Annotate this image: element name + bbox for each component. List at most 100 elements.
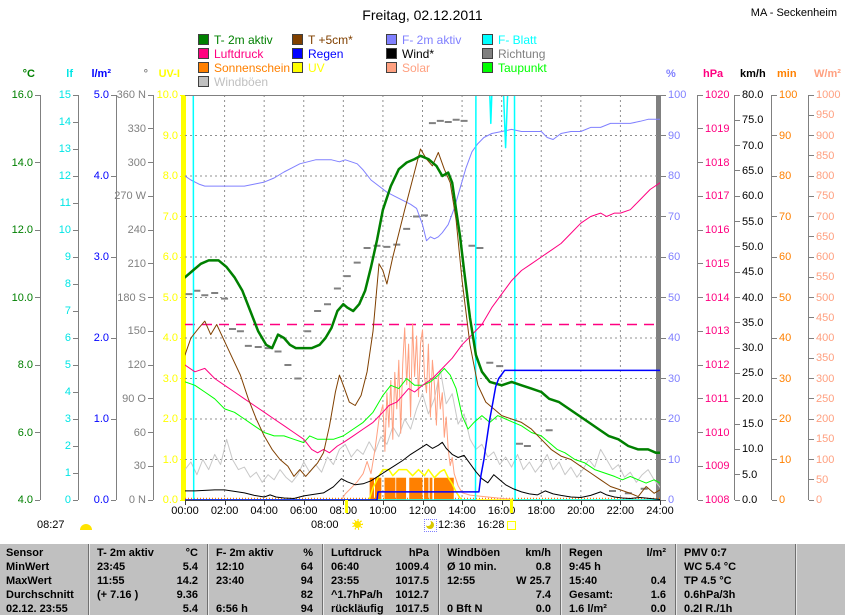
- axis-tick: [809, 398, 814, 400]
- wind-direction-mark: [221, 297, 229, 300]
- axis-header-c: °C: [22, 68, 35, 80]
- t-5cm-swatch: [292, 34, 303, 45]
- axis-tick: [809, 114, 814, 116]
- axis-tick: [148, 297, 153, 298]
- axis-tick-label: 20: [779, 413, 792, 425]
- cell-value: 94: [300, 575, 313, 587]
- axis-tick-label: 3.0: [93, 251, 109, 263]
- axis-header-uv-i: UV-I: [158, 68, 180, 80]
- axis-tick-label: 1015: [705, 257, 730, 270]
- axis-tick-label: 80: [779, 170, 792, 182]
- axis-tick: [698, 195, 703, 197]
- legend-label: Solar: [402, 61, 431, 75]
- column-name: F- 2m aktiv: [216, 547, 274, 559]
- cell-value: 1017.5: [395, 575, 429, 587]
- axis-tick-label: 1018: [705, 156, 730, 169]
- x-axis-tick: [580, 500, 582, 505]
- axis-tick-label: 0: [668, 494, 675, 506]
- axis-tick: [111, 175, 116, 177]
- axis-tick: [661, 459, 666, 460]
- table-separator-highlight: [796, 544, 797, 615]
- wind-direction-mark: [211, 292, 219, 294]
- table-cell: 15:40 0.4: [560, 575, 675, 588]
- axis-tick: [148, 364, 153, 366]
- wind-direction-mark: [244, 344, 252, 347]
- moonset-time: 16:28: [477, 519, 505, 531]
- legend-label: Richtung: [498, 47, 546, 61]
- table-cell: 1.6 l/m² 0.0: [560, 603, 675, 615]
- cell-text: 23:45: [97, 561, 126, 573]
- cell-value: 0.0: [650, 603, 666, 615]
- wind-direction-mark: [545, 429, 553, 432]
- table-cell: Gesamt: 1.6: [560, 589, 675, 602]
- uv-swatch: [292, 62, 303, 73]
- axis-tick: [698, 465, 703, 467]
- axis-tick: [772, 94, 777, 96]
- cell-value: 7.4: [535, 589, 551, 601]
- axis-tick: [772, 297, 777, 298]
- axis-tick: [73, 229, 78, 231]
- axis-tick: [73, 364, 78, 366]
- windb-en-swatch: [198, 76, 209, 87]
- cell-text: 15:40: [569, 575, 598, 587]
- table-cell: 0.6hPa/3h: [675, 589, 795, 602]
- axis-tick: [35, 162, 40, 163]
- axis-tick: [73, 445, 78, 447]
- table-separator-highlight: [208, 544, 209, 615]
- cell-text: 11:55: [97, 575, 125, 587]
- axis-header-min: min: [777, 68, 797, 80]
- wind-direction-mark: [523, 445, 531, 447]
- cell-text: rückläufig: [331, 603, 384, 615]
- weather-chart: [183, 94, 662, 501]
- sunshine-bar: [384, 477, 396, 500]
- table-separator-highlight: [89, 544, 90, 615]
- axis-tick: [698, 432, 703, 433]
- cell-value: 5.4: [182, 603, 198, 615]
- axis-tick: [73, 499, 78, 501]
- axis-header-l-m: l/m²: [91, 68, 111, 80]
- axis-tick: [148, 128, 153, 130]
- wind-direction-mark: [274, 350, 282, 353]
- axis-tick-label: 0.0: [162, 494, 178, 506]
- wind-direction-mark: [393, 243, 401, 246]
- axis-tick: [772, 418, 777, 420]
- axis-tick: [111, 418, 116, 420]
- axis-tick-label: 850: [816, 149, 835, 162]
- table-cell: 0.2l R./1h: [675, 603, 795, 615]
- cell-text: Ø 10 min.: [447, 561, 497, 573]
- table-header-pmv-0-7: PMV 0:7: [675, 547, 795, 560]
- axis-tick-label: 8: [64, 278, 71, 290]
- axis-tick: [661, 499, 666, 501]
- axis-tick-label: 60: [779, 251, 792, 263]
- axis-line: [697, 95, 698, 500]
- x-axis-tick: [185, 500, 186, 505]
- plot-area[interactable]: [183, 94, 662, 501]
- f-2m-aktiv-swatch: [386, 34, 397, 45]
- axis-tick: [148, 229, 153, 231]
- table-separator: [675, 544, 676, 615]
- axis-min: min 100 90 80 70 60 50 40 30 20 10 0: [771, 68, 813, 506]
- plot-top-border: [185, 95, 661, 96]
- axis-line: [771, 95, 772, 500]
- axis-tick: [180, 135, 185, 136]
- axis-tick-label: 70: [779, 210, 792, 223]
- axis-tick: [148, 195, 153, 197]
- table-header-regen: Regen l/m²: [560, 547, 675, 560]
- table-cell: TP 4.5 °C: [675, 575, 795, 588]
- wind-direction-mark: [609, 490, 616, 492]
- axis-header-km-h: km/h: [740, 68, 766, 80]
- axis-tick-label: 1008: [705, 494, 730, 506]
- axis-tick: [180, 256, 185, 258]
- axis-tick-label: 50: [779, 291, 792, 304]
- axis-tick-label: 10: [58, 224, 71, 236]
- axis-tick: [809, 216, 814, 217]
- x-axis-label: 24:00: [646, 505, 674, 517]
- axis-tick: [735, 145, 740, 147]
- axis-tick: [148, 263, 153, 265]
- axis-header-hpa: hPa: [703, 68, 724, 80]
- axis-uv-i: UV-I 10.0 9.0 8.0 7.0 6.0 5.0 4.0 3.0 2.0 1.0 0.0: [144, 68, 186, 506]
- axis-tick: [661, 378, 666, 379]
- axis-tick-label: 0 N: [128, 494, 146, 506]
- cell-value: 1.6: [650, 589, 666, 601]
